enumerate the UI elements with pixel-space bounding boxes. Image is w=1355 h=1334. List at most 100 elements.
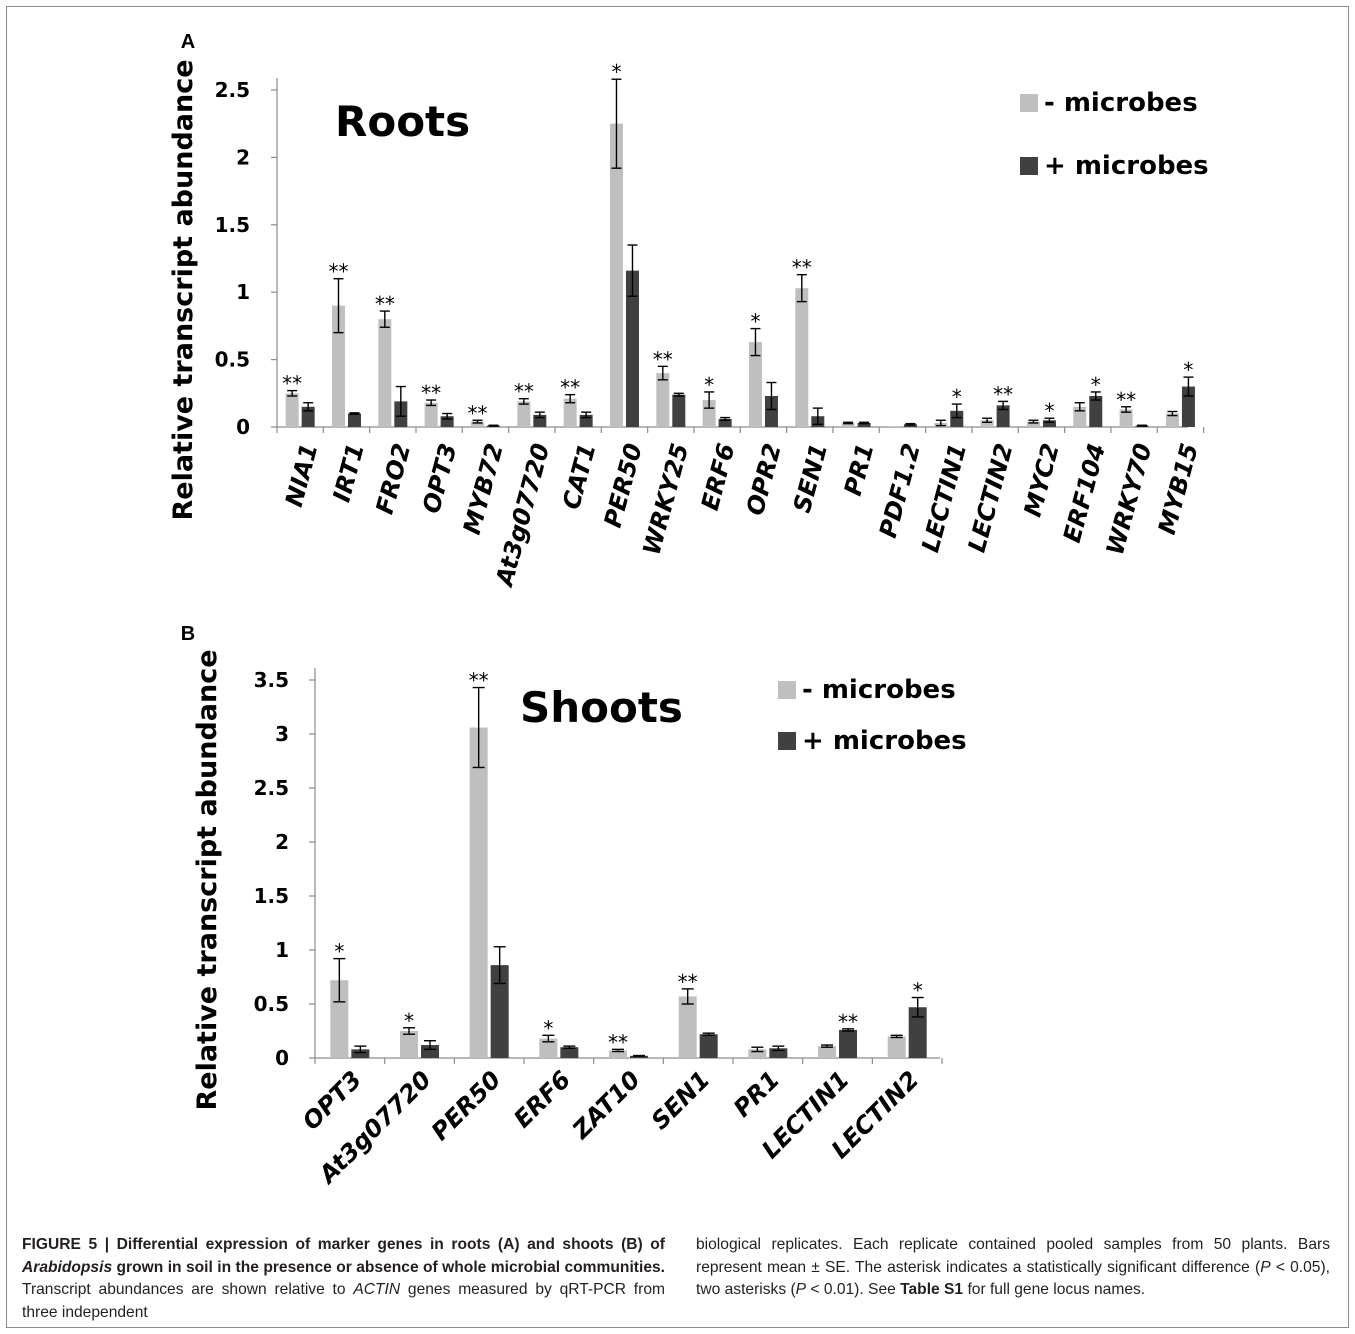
significance-marker: * [750, 310, 760, 334]
bar-minus-microbes [702, 400, 716, 427]
significance-marker: ** [282, 372, 302, 396]
significance-marker: ** [653, 347, 673, 371]
significance-marker: * [1044, 399, 1054, 423]
caption-title-part1: Differential expression of marker genes … [116, 1236, 665, 1253]
significance-marker: ** [838, 1010, 858, 1034]
caption-right-p1: P [1260, 1258, 1271, 1276]
x-category-label: FRO2 [371, 440, 417, 517]
bar-plus-microbes [1042, 420, 1056, 427]
significance-marker: * [704, 373, 714, 397]
y-tick-label: 1.5 [254, 884, 289, 908]
bar-plus-microbes [625, 270, 639, 427]
bar-minus-microbes [980, 420, 994, 427]
bar-minus-microbes [424, 402, 438, 427]
figure-frame [6, 6, 1349, 1328]
significance-marker: ** [421, 381, 441, 405]
y-tick-label: 1 [275, 938, 289, 962]
bar-plus-microbes [718, 418, 732, 427]
bar-plus-microbes [347, 413, 361, 427]
bar-minus-microbes [748, 1049, 767, 1058]
caption-right-part1: biological replicates. Each replicate co… [696, 1236, 1330, 1276]
bar-minus-microbes [470, 421, 484, 427]
x-category-label: LECTIN2 [963, 440, 1019, 555]
bar-minus-microbes [330, 980, 349, 1058]
bar-minus-microbes [285, 393, 299, 427]
legend-swatch [1020, 157, 1038, 175]
bar-minus-microbes [887, 1036, 906, 1058]
y-tick-label: 2.5 [254, 776, 289, 800]
x-category-label: LECTIN1 [916, 440, 972, 555]
bar-minus-microbes [1119, 409, 1133, 427]
significance-marker: ** [792, 256, 812, 280]
significance-marker: * [543, 1016, 553, 1040]
bar-minus-microbes [748, 342, 762, 427]
significance-marker: ** [375, 292, 395, 316]
bar-minus-microbes [378, 319, 392, 427]
y-tick-label: 3 [275, 722, 289, 746]
bar-minus-microbes [841, 422, 855, 427]
bar-plus-microbes [301, 406, 315, 427]
significance-marker: ** [514, 380, 534, 404]
x-category-label: SEN1 [646, 1066, 716, 1136]
bar-minus-microbes [818, 1046, 837, 1058]
x-category-label: OPR2 [741, 440, 787, 518]
bar-plus-microbes [699, 1034, 718, 1058]
significance-marker: * [611, 60, 621, 84]
bar-minus-microbes [539, 1038, 558, 1058]
bar-minus-microbes [469, 727, 488, 1058]
x-category-label: NIA1 [280, 440, 324, 509]
caption-right-table-ref: Table S1 [900, 1281, 964, 1299]
panel-label: A [181, 31, 195, 53]
x-category-label: MYB15 [1153, 440, 1204, 537]
x-category-label: PER50 [426, 1066, 507, 1147]
y-tick-label: 2.5 [215, 78, 250, 102]
y-axis-label: Relative transcript abundance [192, 649, 223, 1110]
x-category-label: PR1 [728, 1066, 785, 1123]
caption-right-part4: for full gene locus names. [963, 1281, 1146, 1299]
x-category-label: CAT1 [557, 440, 601, 512]
caption-right-part2: < 0.05), two asterisks ( [696, 1258, 1331, 1299]
x-category-label: OPT3 [417, 440, 462, 516]
significance-marker: ** [469, 669, 489, 693]
x-category-label: MYB72 [458, 440, 509, 537]
caption-text-gene: ACTIN [353, 1281, 401, 1299]
bar-plus-microbes [630, 1055, 649, 1058]
significance-marker: * [334, 940, 344, 964]
bar-minus-microbes [400, 1031, 419, 1058]
y-tick-label: 1.5 [215, 213, 250, 237]
bar-minus-microbes [1165, 413, 1179, 427]
legend-label: + microbes [802, 726, 967, 756]
significance-marker: * [404, 1009, 414, 1033]
significance-marker: ** [993, 382, 1013, 406]
panel-label: B [181, 623, 195, 645]
x-category-label: WRKY70 [1101, 440, 1158, 558]
bar-plus-microbes [351, 1049, 370, 1058]
bar-plus-microbes [950, 410, 964, 427]
x-category-label: ERF104 [1058, 440, 1111, 545]
chart-title: Roots [335, 97, 470, 146]
bar-plus-microbes [440, 416, 454, 427]
bar-minus-microbes [678, 996, 697, 1058]
legend-swatch [778, 732, 796, 750]
significance-marker: * [952, 385, 962, 409]
x-category-label: WRKY25 [638, 440, 695, 558]
caption-figure-label: FIGURE 5 | [22, 1236, 117, 1253]
bar-plus-microbes [839, 1029, 858, 1058]
bar-minus-microbes [331, 305, 345, 427]
caption-text-part2: genes measured by qRT-PCR from three ind… [22, 1281, 665, 1321]
significance-marker: ** [560, 376, 580, 400]
chart-panel-shoots: B Shoots Relative transcript abundance 0 0.5… [181, 623, 967, 1190]
legend-label: - microbes [802, 675, 956, 705]
bar-minus-microbes [887, 426, 901, 427]
y-tick-label: 2 [275, 830, 289, 854]
legend-label: - microbes [1044, 88, 1198, 118]
figure-caption-left: FIGURE 5 | Differential expression of ma… [22, 1234, 665, 1324]
significance-marker: * [1091, 373, 1101, 397]
legend-swatch [1020, 94, 1038, 112]
bar-minus-microbes [1073, 406, 1087, 427]
x-category-label: PDF1.2 [874, 440, 926, 540]
y-tick-label: 2 [236, 145, 250, 169]
bar-minus-microbes [1026, 421, 1040, 427]
significance-marker: ** [467, 401, 487, 425]
y-tick-label: 3.5 [254, 668, 289, 692]
